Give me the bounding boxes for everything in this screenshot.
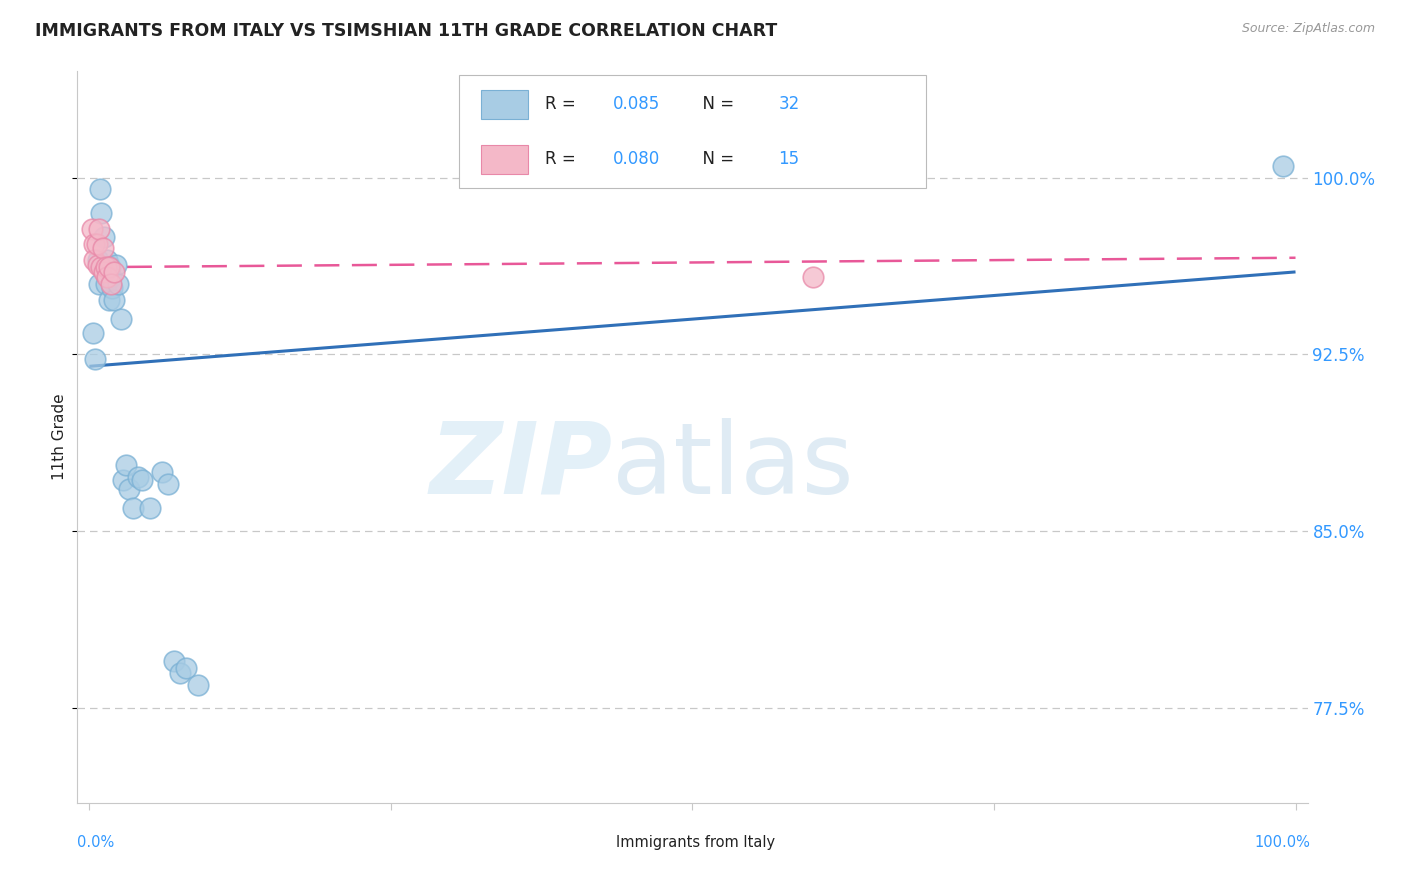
Point	[100, 269, 122, 284]
Point	[98, 260, 121, 275]
Point	[87, 222, 110, 236]
Point	[83, 253, 105, 268]
Point	[89, 182, 111, 196]
Text: 15: 15	[779, 150, 800, 168]
Point	[91, 241, 114, 255]
Text: 32: 32	[779, 95, 800, 113]
Point	[103, 265, 125, 279]
Point	[93, 265, 115, 279]
Point	[174, 661, 197, 675]
Point	[84, 352, 107, 367]
Point	[156, 477, 179, 491]
Text: 0.0%: 0.0%	[77, 836, 114, 850]
Text: atlas: atlas	[613, 417, 853, 515]
Point	[131, 473, 153, 487]
Text: R =: R =	[546, 95, 581, 113]
Point	[121, 500, 143, 515]
Point	[118, 482, 141, 496]
Point	[82, 326, 104, 341]
Text: ZIP: ZIP	[429, 417, 613, 515]
Point	[90, 260, 112, 275]
Point	[163, 654, 186, 668]
Point	[87, 277, 110, 291]
Point	[96, 260, 118, 275]
Point	[87, 253, 110, 268]
Point	[97, 260, 120, 275]
Point	[80, 222, 103, 236]
Point	[104, 258, 127, 272]
FancyBboxPatch shape	[481, 145, 527, 174]
Point	[114, 458, 136, 473]
FancyBboxPatch shape	[458, 75, 927, 188]
Text: N =: N =	[693, 150, 740, 168]
Point	[169, 666, 191, 681]
Y-axis label: 11th Grade: 11th Grade	[52, 393, 66, 481]
Point	[100, 277, 122, 291]
FancyBboxPatch shape	[481, 90, 527, 119]
Point	[93, 229, 115, 244]
Point	[87, 258, 110, 272]
Point	[1272, 159, 1295, 173]
Point	[83, 236, 105, 251]
Point	[107, 277, 129, 291]
Point	[96, 269, 118, 284]
Text: N =: N =	[693, 95, 740, 113]
Point	[90, 206, 112, 220]
Point	[96, 277, 118, 291]
Point	[97, 293, 120, 308]
Point	[101, 281, 124, 295]
Point	[112, 473, 135, 487]
Point	[150, 466, 173, 480]
Text: IMMIGRANTS FROM ITALY VS TSIMSHIAN 11TH GRADE CORRELATION CHART: IMMIGRANTS FROM ITALY VS TSIMSHIAN 11TH …	[35, 22, 778, 40]
Point	[96, 253, 118, 268]
Text: R =: R =	[546, 150, 581, 168]
Text: 100.0%: 100.0%	[1254, 836, 1310, 850]
Point	[138, 500, 160, 515]
Text: 0.080: 0.080	[613, 150, 659, 168]
Text: Immigrants from Italy: Immigrants from Italy	[616, 836, 776, 850]
Point	[110, 312, 132, 326]
Text: 0.085: 0.085	[613, 95, 659, 113]
Point	[187, 678, 209, 692]
Point	[103, 293, 125, 308]
Point	[801, 269, 824, 284]
Point	[127, 470, 149, 484]
Point	[94, 265, 117, 279]
Point	[86, 236, 108, 251]
Text: Source: ZipAtlas.com: Source: ZipAtlas.com	[1241, 22, 1375, 36]
